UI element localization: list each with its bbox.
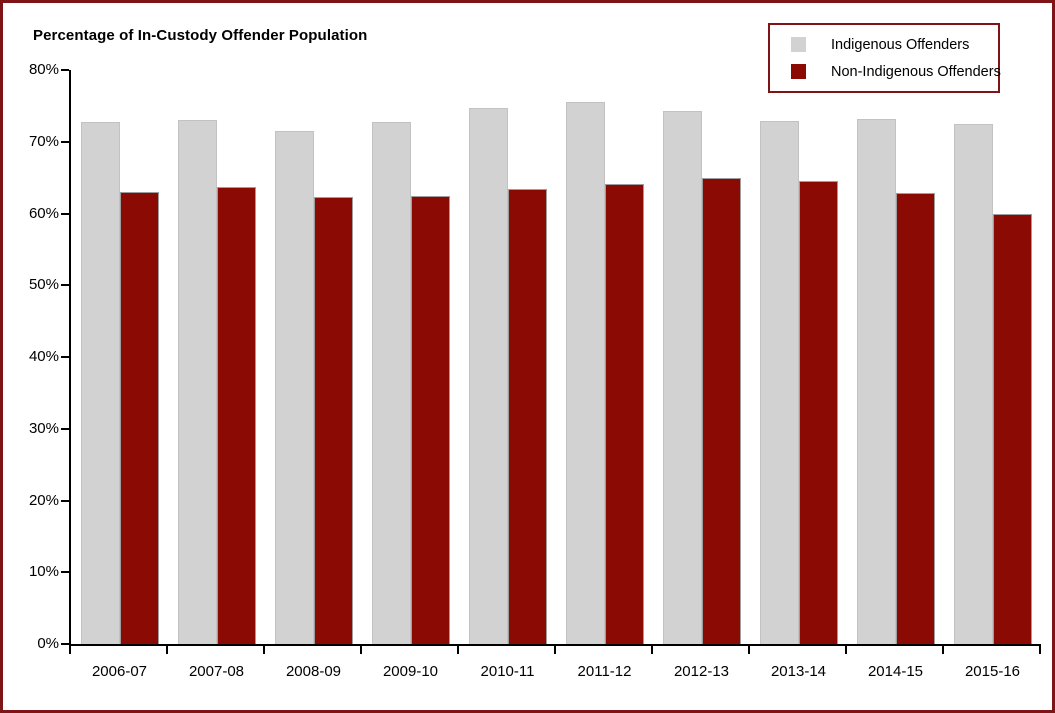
bar-non-indigenous-offenders-2008-09 — [313, 197, 353, 644]
x-axis-tick — [651, 646, 653, 654]
bar-indigenous-offenders-2014-15 — [856, 118, 896, 644]
x-axis-tick-label: 2007-08 — [188, 663, 245, 680]
y-axis-tick — [61, 356, 69, 358]
legend-label-non-indigenous: Non-Indigenous Offenders — [831, 63, 1001, 80]
y-axis-tick — [61, 427, 69, 430]
y-axis-tick-label: 70% — [28, 132, 59, 150]
x-axis-tick-label: 2015-16 — [964, 663, 1021, 680]
y-axis-tick-label: 60% — [28, 204, 59, 222]
x-axis-tick — [69, 646, 71, 654]
x-axis-tick — [166, 646, 168, 654]
x-axis-tick — [1039, 646, 1041, 654]
bar-non-indigenous-offenders-2006-07 — [119, 191, 159, 644]
bar-non-indigenous-offenders-2010-11 — [507, 189, 547, 644]
bar-indigenous-offenders-2015-16 — [953, 123, 993, 644]
y-axis-tick — [61, 140, 69, 143]
bar-non-indigenous-offenders-2012-13 — [701, 178, 741, 644]
y-axis-tick-label: 40% — [28, 348, 59, 365]
x-axis-tick-label: 2009-10 — [382, 663, 439, 680]
y-axis-tick — [61, 284, 69, 287]
chart-title: Percentage of In-Custody Offender Popula… — [33, 27, 368, 44]
x-axis-tick-label: 2008-09 — [285, 663, 342, 680]
x-axis-tick-label: 2011-12 — [577, 663, 632, 680]
y-axis-tick — [61, 643, 69, 645]
x-axis-tick-label: 2013-14 — [770, 663, 827, 680]
x-axis-tick — [942, 646, 944, 654]
x-axis-tick — [554, 646, 556, 654]
x-axis-tick-label: 2014-15 — [867, 663, 924, 680]
legend: Indigenous Offenders Non-Indigenous Offe… — [768, 23, 1001, 93]
x-axis-tick — [360, 646, 362, 654]
y-axis-tick — [61, 499, 69, 502]
x-axis-tick-label: 2010-11 — [480, 663, 535, 680]
y-axis-labels: 0% 10% 20% 30% 40% 50% 60% 70% 80% — [3, 61, 59, 652]
y-axis-tick-label: 80% — [28, 61, 59, 78]
bar-indigenous-offenders-2009-10 — [371, 122, 411, 644]
y-axis-tick — [61, 69, 69, 71]
bar-indigenous-offenders-2008-09 — [274, 131, 314, 644]
y-axis-tick — [61, 571, 69, 574]
x-axis-tick-label: 2012-13 — [673, 663, 730, 680]
x-axis-tick-label: 2006-07 — [91, 663, 148, 680]
y-axis-tick-label: 10% — [28, 563, 59, 581]
x-axis-tick — [845, 646, 847, 654]
legend-item-indigenous: Indigenous Offenders — [791, 37, 998, 53]
bar-indigenous-offenders-2013-14 — [759, 120, 799, 644]
y-axis-tick-label: 30% — [28, 419, 59, 437]
bar-non-indigenous-offenders-2009-10 — [410, 196, 450, 644]
legend-swatch-indigenous-icon — [791, 37, 806, 52]
x-axis-tick — [457, 646, 459, 654]
y-axis-tick-label: 0% — [37, 635, 59, 652]
bar-non-indigenous-offenders-2014-15 — [895, 192, 935, 644]
legend-label-indigenous: Indigenous Offenders — [831, 36, 970, 53]
bar-indigenous-offenders-2007-08 — [177, 120, 217, 644]
x-axis-labels: 2006-07 2007-08 2008-09 2009-10 2010-11 2011-… — [71, 663, 1041, 685]
plot-area — [61, 69, 1041, 654]
legend-swatch-non-indigenous-icon — [791, 64, 806, 79]
y-axis-tick-label: 50% — [28, 276, 59, 294]
bar-indigenous-offenders-2006-07 — [80, 122, 120, 644]
bar-non-indigenous-offenders-2007-08 — [216, 186, 256, 644]
bar-non-indigenous-offenders-2011-12 — [604, 184, 644, 644]
bar-non-indigenous-offenders-2013-14 — [798, 180, 838, 644]
y-axis-tick-label: 20% — [28, 491, 59, 509]
bar-indigenous-offenders-2011-12 — [565, 101, 605, 644]
y-axis-tick — [61, 212, 69, 215]
x-axis-tick — [748, 646, 750, 654]
bar-non-indigenous-offenders-2015-16 — [992, 214, 1032, 644]
bar-indigenous-offenders-2010-11 — [468, 108, 508, 644]
x-axis-tick — [263, 646, 265, 654]
legend-item-non-indigenous: Non-Indigenous Offenders — [791, 63, 1001, 80]
bar-indigenous-offenders-2012-13 — [662, 110, 702, 644]
